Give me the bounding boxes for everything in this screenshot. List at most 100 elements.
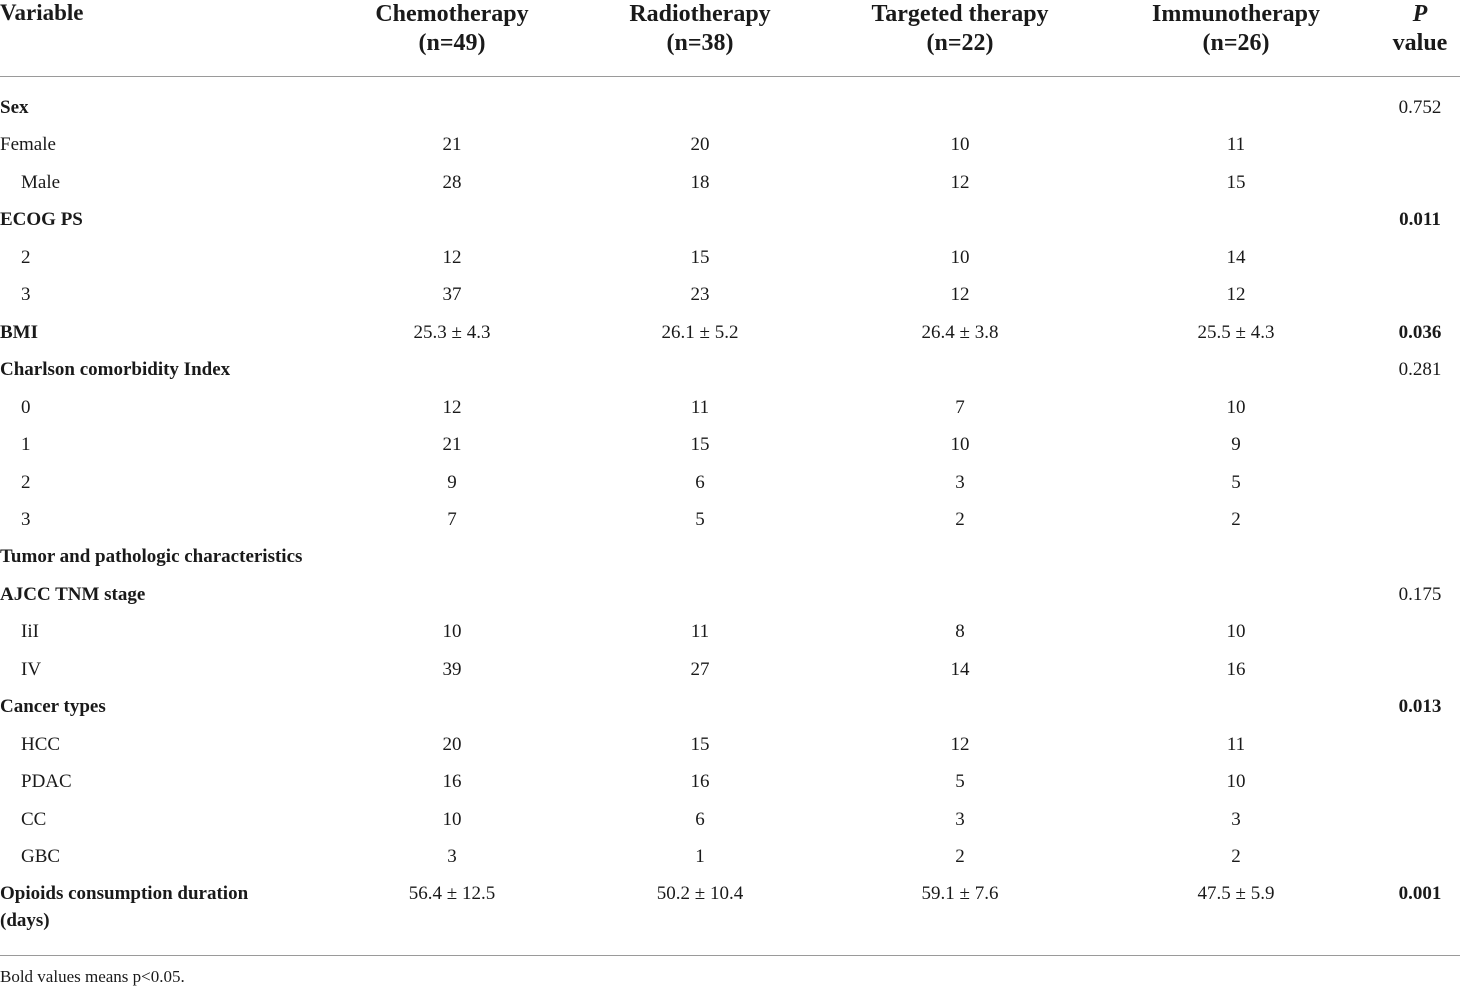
header-divider [0,76,1460,77]
row-label-text: Male [21,171,61,193]
row-label-text: Cancer types [0,696,106,718]
value-cell: 16 [690,771,710,793]
row-label: 2 [21,246,31,270]
value-cell: 2 [955,846,965,867]
table-row: Male 28 18 12 15 [0,171,1460,208]
row-label-text: IiI [21,621,39,643]
header-immunotherapy-name: Immunotherapy [1151,1,1321,27]
row-label: Cancer types [0,695,106,719]
value-cell: 5 [955,771,965,793]
table-row: Tumor and pathologic characteristics [0,545,1460,582]
header-chemotherapy-name: Chemotherapy [375,1,529,27]
value-cell: 11 [690,396,710,418]
value-cell: 3 [955,808,965,830]
row-label-text: GBC [21,846,61,867]
value-cell: 3 [1231,808,1241,830]
value-cell: 37 [442,284,462,306]
row-label-text: BMI [0,321,38,343]
row-label-text: Tumor and pathologic characteristics [0,546,303,568]
value-cell: 5 [695,508,705,530]
value-cell: 21 [442,134,462,156]
value-cell: 7 [955,396,965,418]
row-label: IiI [21,620,39,644]
row-label: CC [21,808,46,832]
row-label: GBC [21,845,60,869]
table-row: IiI 10 11 8 10 [0,620,1460,657]
value-cell: 10 [1226,771,1246,793]
value-cell: 12 [950,284,970,306]
value-cell: 3 [955,471,965,493]
row-label-text: 2 [21,471,31,493]
value-cell: 15 [1226,171,1246,193]
table-row: CC 10 6 3 3 [0,808,1460,845]
row-label: PDAC [21,770,72,794]
header-radiotherapy-name: Radiotherapy [629,1,771,27]
row-label-text: 3 [21,284,31,306]
row-label-text: 3 [21,508,31,530]
row-label: Opioids consumption duration (days) [0,882,248,935]
row-label: Charlson comorbidity Index [0,358,230,382]
value-cell: 23 [690,284,710,306]
row-label: BMI [0,321,38,345]
p-value-cell: 0.013 [1398,696,1442,718]
table-row: 3 37 23 12 12 [0,283,1460,320]
row-label: Female [0,133,56,157]
table-footnote: Bold values means p<0.05. [0,967,185,986]
row-label-text: ECOG PS [0,209,83,231]
value-cell: 10 [1226,396,1246,418]
row-label-text: PDAC [21,771,72,793]
value-cell: 25.3 ± 4.3 [413,321,491,343]
value-cell: 10 [950,246,970,268]
value-cell: 5 [1231,471,1241,493]
p-value-cell: 0.752 [1398,97,1442,118]
header-immunotherapy-n: (n=26) [1202,30,1270,56]
table-row: 0 12 11 7 10 [0,396,1460,433]
value-cell: 56.4 ± 12.5 [408,883,496,905]
value-cell: 7 [447,508,457,530]
value-cell: 10 [1226,621,1246,643]
row-label: 0 [21,396,31,420]
value-cell: 21 [442,434,462,456]
table-row: 1 21 15 10 9 [0,433,1460,470]
header-radiotherapy-n: (n=38) [666,30,734,56]
header-variable-label: Variable [0,0,84,25]
value-cell: 1 [695,846,705,867]
table-row: Opioids consumption duration (days) 56.4 ±… [0,882,1460,931]
table-row: GBC 3 1 2 2 [0,845,1460,882]
value-cell: 15 [690,733,710,755]
value-cell: 12 [950,171,970,193]
header-variable: Variable [0,0,84,27]
row-label: Male [21,171,60,195]
table-row: IV 39 27 14 16 [0,658,1460,695]
value-cell: 18 [690,171,710,193]
row-label-text: 0 [21,396,31,418]
value-cell: 16 [442,771,462,793]
value-cell: 26.1 ± 5.2 [661,321,739,343]
value-cell: 12 [442,396,462,418]
table-row: Cancer types 0.013 [0,695,1460,732]
value-cell: 11 [1226,134,1246,156]
table-row: Charlson comorbidity Index 0.281 [0,358,1460,395]
table-row: Sex 0.752 [0,96,1460,133]
value-cell: 11 [690,621,710,643]
table-row: 2 12 15 10 14 [0,246,1460,283]
p-value-cell: 0.011 [1399,209,1441,231]
value-cell: 9 [1231,434,1241,456]
row-label: Tumor and pathologic characteristics [0,545,302,569]
row-label: AJCC TNM stage [0,583,145,607]
value-cell: 39 [442,658,462,680]
table-row: 3 7 5 2 2 [0,508,1460,545]
row-label-text: HCC [21,733,61,755]
p-value-cell: 0.036 [1398,321,1442,343]
header-targeted-therapy-n: (n=22) [926,30,994,56]
value-cell: 2 [955,508,965,530]
table-row: AJCC TNM stage 0.175 [0,583,1460,620]
value-cell: 25.5 ± 4.3 [1197,321,1275,343]
value-cell: 59.1 ± 7.6 [921,883,999,905]
header-p-value: P value [1393,0,1448,58]
value-cell: 10 [950,134,970,156]
value-cell: 10 [950,434,970,456]
value-cell: 47.5 ± 5.9 [1197,883,1275,905]
header-targeted-therapy: Targeted therapy (n=22) [871,0,1048,58]
